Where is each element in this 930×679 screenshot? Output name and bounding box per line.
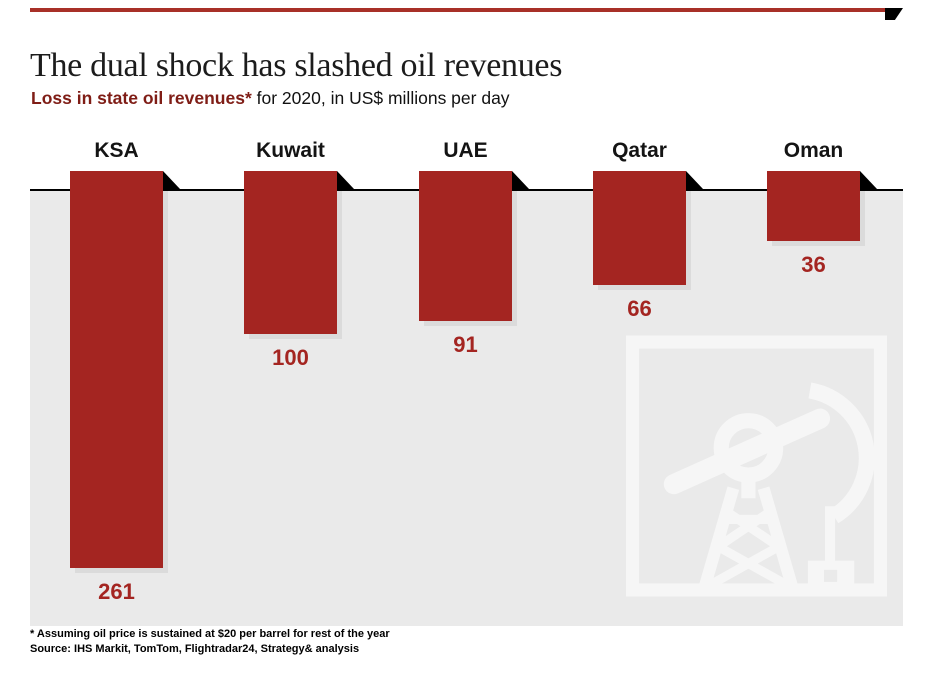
- footnotes: * Assuming oil price is sustained at $20…: [30, 627, 390, 657]
- bar-qatar: [593, 171, 686, 285]
- bar-corner-flag: [686, 171, 703, 189]
- bar-corner-flag: [337, 171, 354, 189]
- page-title: The dual shock has slashed oil revenues: [30, 46, 563, 84]
- category-label-qatar: Qatar: [612, 139, 667, 162]
- footnote-source: Source: IHS Markit, TomTom, Flightradar2…: [30, 643, 360, 655]
- chart-subtitle: Loss in state oil revenues* for 2020, in…: [31, 88, 510, 109]
- value-label-kuwait: 100: [272, 345, 309, 370]
- footnote-assumption: * Assuming oil price is sustained at $20…: [30, 628, 390, 640]
- value-label-qatar: 66: [627, 296, 652, 321]
- bar-uae: [419, 171, 512, 321]
- value-label-ksa: 261: [98, 579, 135, 604]
- category-label-kuwait: Kuwait: [256, 139, 325, 162]
- chart-subtitle-lead: Loss in state oil revenues*: [31, 88, 252, 108]
- chart-subtitle-rest: for 2020, in US$ millions per day: [251, 88, 510, 108]
- bar-ksa: [70, 171, 163, 568]
- bar-corner-flag: [860, 171, 877, 189]
- category-label-ksa: KSA: [94, 139, 139, 162]
- bar-oman: [767, 171, 860, 241]
- category-label-uae: UAE: [443, 139, 488, 162]
- bar-kuwait: [244, 171, 337, 334]
- bar-corner-flag: [512, 171, 529, 189]
- value-label-oman: 36: [801, 252, 826, 277]
- brand-rule: [30, 8, 885, 12]
- category-label-oman: Oman: [783, 139, 844, 162]
- oil-pumpjack-icon: [626, 335, 887, 597]
- bar-corner-flag: [163, 171, 180, 189]
- value-label-uae: 91: [453, 332, 478, 357]
